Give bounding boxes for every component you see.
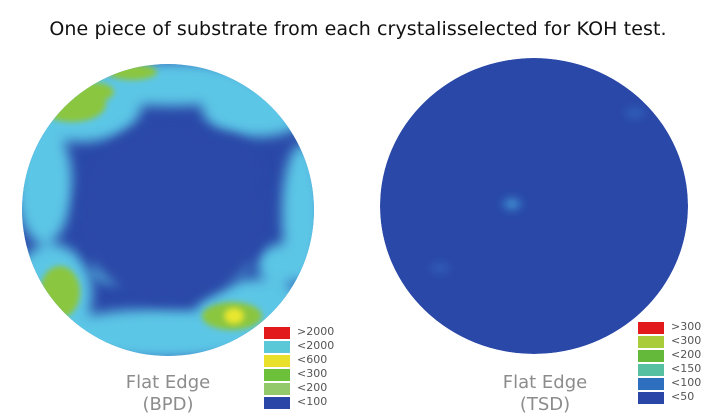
legend-label: <100 [671,376,702,389]
legend-label: >2000 [297,325,335,338]
tsd-legend-row: >300 [637,320,716,335]
tsd-legend: >300 <300 <200 <150 <100 <50 [637,320,716,411]
bpd-legend-row: <600 [263,353,353,368]
legend-label: <150 [671,362,702,375]
legend-swatch [263,382,291,396]
tsd-caption-line1: Flat Edge [502,372,588,393]
legend-label: <50 [671,390,695,403]
page-title: One piece of substrate from each crystal… [49,18,667,40]
bpd-legend-row: >2000 [263,325,353,340]
legend-swatch [263,354,291,368]
legend-swatch [637,321,665,335]
bpd-legend-row: <300 [263,367,353,382]
legend-swatch [637,363,665,377]
bpd-caption-line2: (BPD) [142,394,194,415]
tsd-caption-line2: (TSD) [519,394,571,415]
tsd-caption: Flat Edge (TSD) [465,372,625,416]
legend-label: <100 [297,395,328,408]
bpd-caption: Flat Edge (BPD) [88,372,248,416]
legend-swatch [637,377,665,391]
bpd-wafer-map [22,64,314,356]
tsd-legend-row: <100 [637,376,716,391]
legend-swatch [263,396,291,410]
legend-swatch [637,335,665,349]
tsd-legend-row: <150 [637,362,716,377]
bpd-legend-row: <2000 [263,339,353,354]
tsd-legend-row: <200 [637,348,716,363]
bpd-legend: >2000 <2000 <600 <300 <200 <100 [263,325,363,416]
tsd-wafer-map [380,58,688,354]
legend-swatch [263,368,291,382]
legend-label: <2000 [297,339,335,352]
legend-swatch [263,340,291,354]
bpd-legend-row: <100 [263,395,353,410]
bpd-caption-line1: Flat Edge [125,372,211,393]
legend-label: <200 [671,348,702,361]
legend-swatch [637,349,665,363]
legend-swatch [263,326,291,340]
legend-label: <300 [297,367,328,380]
legend-label: <600 [297,353,328,366]
legend-label: <200 [297,381,328,394]
tsd-legend-row: <300 [637,334,716,349]
legend-swatch [637,391,665,405]
legend-label: >300 [671,320,702,333]
tsd-legend-row: <50 [637,390,716,405]
bpd-legend-row: <200 [263,381,353,396]
legend-label: <300 [671,334,702,347]
